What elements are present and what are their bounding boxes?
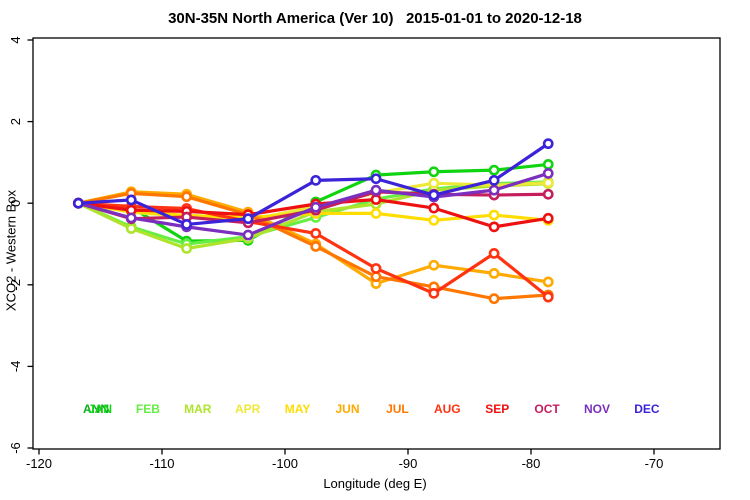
- series-point-sep: [428, 202, 440, 214]
- series-point-mar: [125, 223, 137, 234]
- chart-title: 30N-35N North America (Ver 10) 2015-01-0…: [168, 10, 582, 27]
- series-point-aug: [488, 247, 500, 259]
- series-point-jun: [428, 259, 440, 271]
- series-point-dec: [542, 138, 554, 150]
- x-tick-label: -70: [645, 456, 664, 471]
- series-point-dec: [488, 174, 500, 186]
- legend-label-sep: SEP: [485, 402, 509, 416]
- series-point-dec: [428, 189, 440, 201]
- series-point-may: [370, 207, 382, 219]
- legend-label-mar: MAR: [184, 402, 212, 416]
- series-point-jan: [488, 164, 500, 176]
- y-axis-label: XCO2 - Western Box: [3, 189, 19, 312]
- y-tick-label: 0: [8, 200, 23, 207]
- legend-label-jun: JUN: [335, 402, 359, 416]
- series-point-nov: [542, 168, 554, 179]
- legend-label-ann: ANN: [83, 402, 109, 416]
- series-point-dec: [181, 219, 192, 230]
- legend-label-jan: JAN: [88, 402, 112, 416]
- legend-label-oct: OCT: [534, 402, 560, 416]
- legend-label-may: MAY: [285, 402, 311, 416]
- legend-label-dec: DEC: [634, 402, 660, 416]
- series-point-aug: [542, 291, 554, 303]
- series-point-jun: [488, 267, 500, 279]
- series-point-dec: [242, 213, 254, 225]
- series-point-mar: [181, 243, 192, 254]
- series-point-may: [428, 214, 440, 226]
- series-point-oct: [542, 188, 554, 200]
- series-point-aug: [370, 263, 382, 274]
- series-point-dec: [125, 194, 137, 206]
- series-point-aug: [310, 227, 322, 239]
- series-point-may: [488, 209, 500, 221]
- plot-border: [32, 37, 721, 450]
- series-point-nov: [125, 212, 137, 224]
- series-point-jul: [181, 191, 192, 203]
- legend-label-aug: AUG: [434, 402, 461, 416]
- x-tick-label: -100: [272, 456, 298, 471]
- y-tick-label: -6: [8, 442, 23, 454]
- legend-label-nov: NOV: [584, 402, 610, 416]
- y-tick-label: -2: [8, 279, 23, 291]
- series-point-apr: [428, 177, 440, 189]
- series-point-jul: [310, 241, 322, 252]
- legend-label-apr: APR: [235, 402, 261, 416]
- series-point-jan: [428, 166, 440, 178]
- x-tick-label: -80: [522, 456, 541, 471]
- legend-label-feb: FEB: [136, 402, 160, 416]
- series-point-dec: [310, 174, 322, 186]
- series-point-jan: [542, 159, 554, 170]
- series-point-nov: [370, 184, 382, 196]
- series-point-aug: [428, 287, 440, 299]
- series-point-dec: [72, 197, 84, 209]
- y-tick-label: 2: [8, 118, 23, 125]
- series-point-nov: [488, 184, 500, 196]
- series-point-nov: [310, 201, 322, 213]
- series-point-jul: [488, 293, 500, 305]
- series-point-dec: [370, 173, 382, 185]
- y-tick-label: 4: [8, 36, 23, 43]
- x-axis-label: Longitude (deg E): [323, 476, 427, 491]
- x-tick-label: -120: [26, 456, 52, 471]
- y-tick-label: -4: [8, 361, 23, 373]
- legend-label-jul: JUL: [386, 402, 409, 416]
- series-point-apr: [542, 177, 554, 189]
- series-point-sep: [542, 212, 554, 224]
- x-tick-label: -90: [399, 456, 418, 471]
- series-point-nov: [242, 229, 254, 241]
- series-point-jun: [542, 276, 554, 288]
- series-point-sep: [488, 221, 500, 233]
- x-tick-label: -110: [149, 456, 174, 471]
